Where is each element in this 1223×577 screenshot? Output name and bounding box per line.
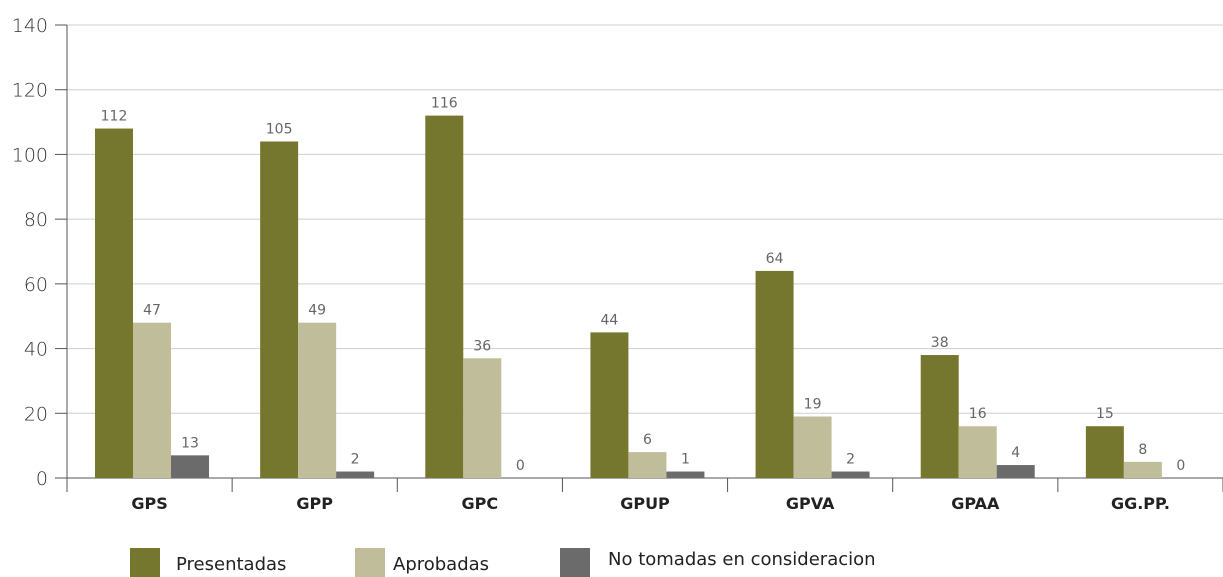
bar-aprobadas xyxy=(793,416,832,478)
data-label-aprobadas: 47 xyxy=(143,303,161,319)
x-category-label: GG.PP. xyxy=(1111,494,1170,513)
bar-presentadas xyxy=(755,270,794,478)
data-label-presentadas: 44 xyxy=(601,312,619,328)
data-label-no-tomadas: 4 xyxy=(1011,445,1020,461)
data-label-no-tomadas: 13 xyxy=(181,435,199,451)
data-label-no-tomadas: 2 xyxy=(351,452,360,468)
x-category-label: GPUP xyxy=(620,494,670,513)
bar-aprobadas xyxy=(463,358,502,478)
data-label-no-tomadas: 1 xyxy=(681,452,690,468)
x-category-label: GPC xyxy=(462,494,499,513)
bar-no-tomadas xyxy=(171,455,209,478)
y-tick-label: 80 xyxy=(24,209,48,231)
data-label-aprobadas: 19 xyxy=(804,397,822,413)
x-category-label: GPAA xyxy=(951,494,1000,513)
data-label-no-tomadas: 0 xyxy=(516,458,525,474)
data-label-presentadas: 116 xyxy=(431,96,458,112)
data-label-aprobadas: 36 xyxy=(473,338,491,354)
data-label-presentadas: 15 xyxy=(1096,406,1114,422)
bar-aprobadas xyxy=(133,322,171,478)
legend-label-no-tomadas: No tomadas en consideracion xyxy=(608,549,876,570)
y-tick-label: 40 xyxy=(24,339,48,361)
data-label-no-tomadas: 2 xyxy=(846,452,855,468)
data-label-aprobadas: 49 xyxy=(308,303,326,319)
bar-presentadas xyxy=(260,141,299,478)
legend-swatch-no-tomadas xyxy=(560,548,590,577)
bar-no-tomadas xyxy=(666,471,705,478)
x-category-label: GPP xyxy=(296,494,333,513)
bar-no-tomadas xyxy=(831,471,870,478)
data-label-aprobadas: 16 xyxy=(969,406,987,422)
bar-aprobadas xyxy=(958,426,997,478)
x-category-label: GPVA xyxy=(786,494,835,513)
data-label-presentadas: 38 xyxy=(931,335,949,351)
bar-presentadas xyxy=(1085,426,1124,478)
y-tick-label: 60 xyxy=(24,274,48,296)
data-label-presentadas: 105 xyxy=(266,121,293,137)
bar-aprobadas xyxy=(1123,461,1162,478)
legend-swatch-aprobadas xyxy=(355,548,385,577)
bar-aprobadas xyxy=(628,452,667,478)
y-tick-label: 100 xyxy=(12,144,48,166)
y-tick-label: 20 xyxy=(24,403,48,425)
y-tick-label: 140 xyxy=(12,15,48,37)
y-tick-label: 120 xyxy=(12,80,48,102)
legend-swatch-presentadas xyxy=(130,548,160,577)
data-label-presentadas: 112 xyxy=(101,109,128,125)
x-category-label: GPS xyxy=(131,494,167,513)
bar-presentadas xyxy=(425,115,464,478)
legend-label-presentadas: Presentadas xyxy=(176,554,286,575)
bar-presentadas xyxy=(920,355,959,478)
data-label-no-tomadas: 0 xyxy=(1176,458,1185,474)
bar-no-tomadas xyxy=(996,465,1035,478)
data-label-aprobadas: 6 xyxy=(643,432,652,448)
bar-no-tomadas xyxy=(336,471,375,478)
legend-label-aprobadas: Aprobadas xyxy=(393,554,489,575)
bar-aprobadas xyxy=(298,322,337,478)
data-label-presentadas: 64 xyxy=(766,251,784,267)
data-label-aprobadas: 8 xyxy=(1138,442,1147,458)
bar-presentadas xyxy=(95,128,133,479)
y-tick-label: 0 xyxy=(36,468,48,490)
bar-presentadas xyxy=(590,332,629,478)
